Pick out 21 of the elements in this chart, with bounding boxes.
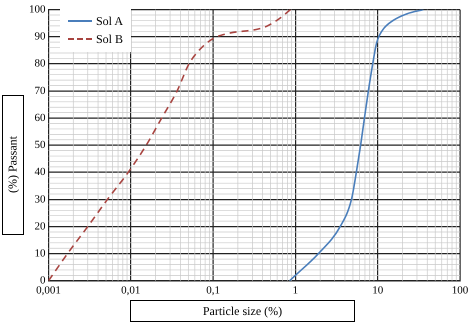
y-tick-label: 70 <box>34 84 46 97</box>
legend-label: Sol A <box>96 14 124 28</box>
y-axis-title: (%) Passant <box>2 95 24 235</box>
x-tick-label: 1 <box>292 284 298 296</box>
y-tick-label: 60 <box>34 112 46 124</box>
y-tick-label: 80 <box>34 58 46 70</box>
x-tick-label: 10 <box>372 284 384 296</box>
legend-label: Sol B <box>96 32 124 46</box>
y-tick-label: 100 <box>29 3 46 16</box>
x-tick-label: 100 <box>452 284 469 296</box>
y-tick-label: 30 <box>34 193 46 206</box>
x-tick-label: 0,1 <box>206 284 220 296</box>
y-tick-label: 0 <box>40 274 46 287</box>
y-tick-label: 90 <box>34 30 46 43</box>
y-tick-label: 10 <box>34 248 46 260</box>
x-tick-label: 0,001 <box>36 284 61 296</box>
y-tick-label: 40 <box>34 166 46 178</box>
y-tick-label: 50 <box>34 139 46 152</box>
y-tick-label: 20 <box>34 220 46 232</box>
x-axis-title: Particle size (%) <box>130 300 355 322</box>
x-tick-label: 0,01 <box>121 284 140 296</box>
